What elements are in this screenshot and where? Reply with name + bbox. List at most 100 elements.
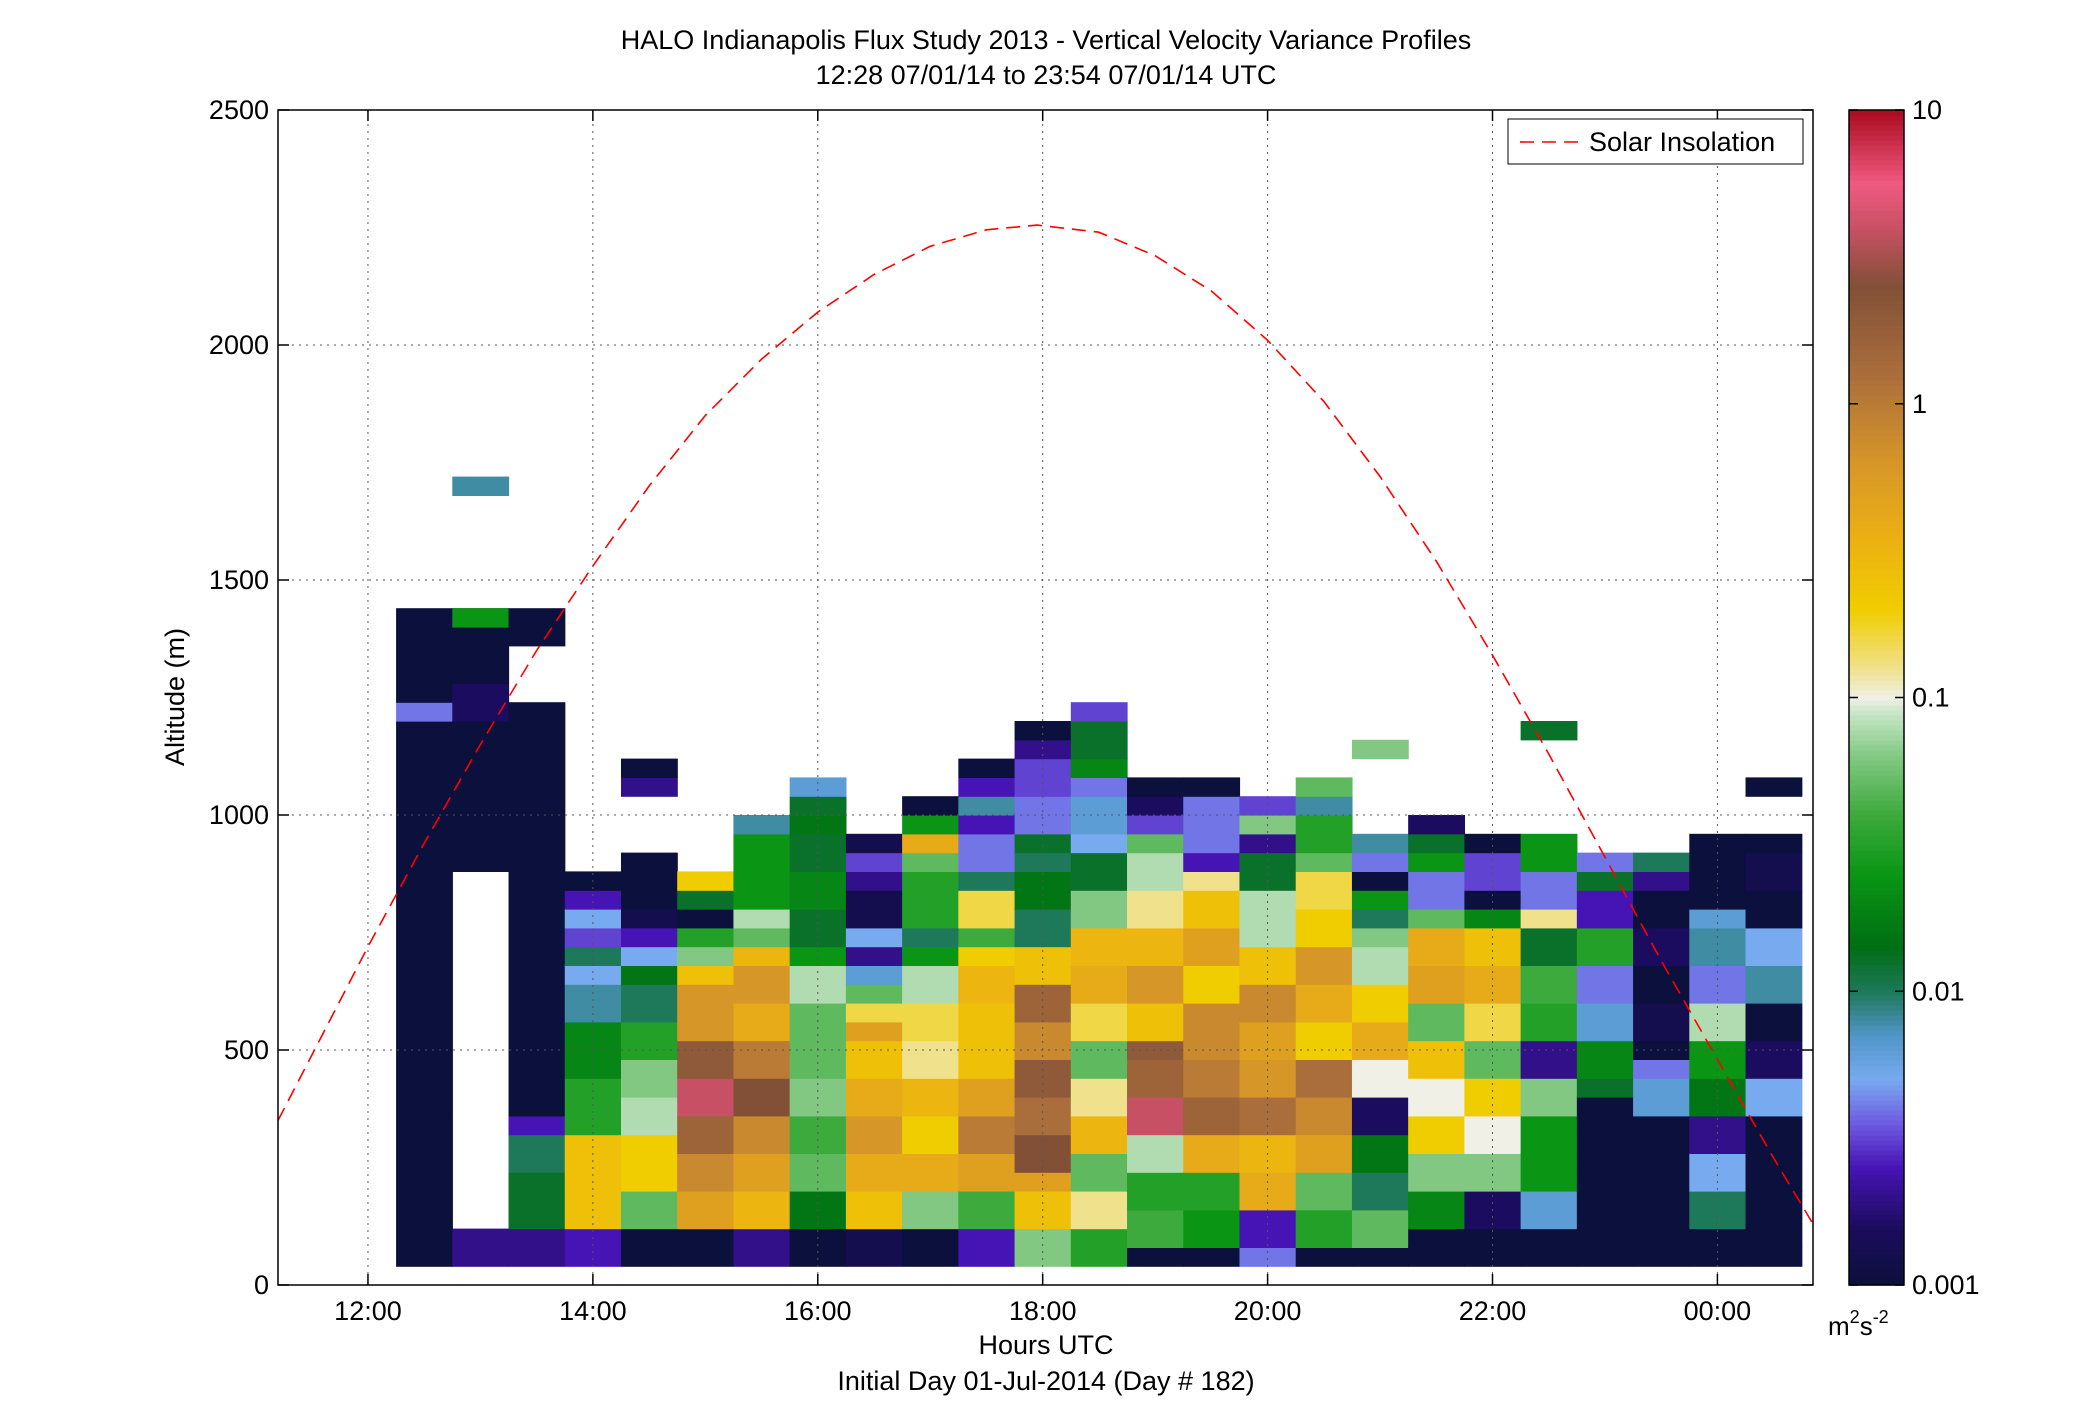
colorbar-band [1849, 1040, 1904, 1046]
plot-frame [277, 109, 1814, 1286]
heatmap-cell [1070, 721, 1128, 760]
heatmap-cell [845, 946, 903, 966]
heatmap-cell [1295, 1059, 1353, 1098]
colorbar-tick-label: 0.1 [1912, 683, 1950, 713]
heatmap-cell [1239, 890, 1297, 910]
colorbar-band [1849, 885, 1904, 891]
heatmap-cell [508, 1172, 566, 1230]
colorbar-band [1849, 1250, 1904, 1256]
y-tick-label: 500 [224, 1035, 269, 1065]
heatmap-cell [1745, 852, 1803, 891]
heatmap-cell [1408, 965, 1465, 1004]
heatmap-cell [733, 1228, 791, 1267]
colorbar-band [1849, 560, 1904, 566]
colorbar-band [1849, 485, 1904, 491]
heatmap-cell [1014, 1097, 1072, 1136]
colorbar-band [1849, 995, 1904, 1001]
heatmap-cell [564, 965, 622, 985]
heatmap-cell [620, 1191, 678, 1230]
heatmap-cell [1295, 1247, 1353, 1267]
heatmap-cell [1351, 871, 1409, 891]
heatmap-cell [733, 909, 791, 929]
heatmap-cell [1520, 1153, 1578, 1192]
colorbar-band [1849, 175, 1904, 181]
heatmap-cell [1408, 852, 1465, 872]
heatmap-cell [733, 927, 791, 948]
colorbar-band [1849, 220, 1904, 226]
heatmap-cell [620, 1059, 678, 1098]
colorbar-band [1849, 550, 1904, 556]
heatmap-cell [677, 946, 735, 966]
heatmap-cell [1070, 702, 1128, 722]
colorbar-band [1849, 960, 1904, 966]
heatmap-cell [1070, 890, 1128, 929]
heatmap-cell [677, 909, 735, 929]
heatmap-cell [1351, 1247, 1409, 1267]
colorbar-band [1849, 805, 1904, 811]
heatmap-cell [1745, 927, 1803, 966]
colorbar-band [1849, 125, 1904, 131]
colorbar-band [1849, 1135, 1904, 1141]
colorbar-band [1849, 735, 1904, 741]
heatmap-cell [1014, 721, 1072, 741]
colorbar-band [1849, 580, 1904, 586]
heatmap-cell [620, 927, 678, 948]
colorbar-band [1849, 845, 1904, 851]
heatmap-cell [1183, 796, 1241, 816]
colorbar-band [1849, 305, 1904, 311]
colorbar-ticks: 0.001 0.01 0.1 1 10 [1849, 95, 1980, 1300]
heatmap-cell [677, 965, 735, 985]
heatmap-cell [1745, 1191, 1803, 1230]
colorbar-band [1849, 275, 1904, 281]
colorbar-band [1849, 1275, 1904, 1281]
colorbar-band [1849, 1035, 1904, 1041]
colorbar-band [1849, 610, 1904, 616]
colorbar-band [1849, 990, 1904, 996]
heatmap-cell [1576, 1040, 1634, 1079]
colorbar-band [1849, 450, 1904, 456]
heatmap-cell [564, 984, 622, 1023]
heatmap-cell [1576, 1003, 1634, 1042]
colorbar-band [1849, 460, 1904, 466]
heatmap-cell [1295, 777, 1353, 797]
colorbar-band [1849, 1265, 1904, 1271]
colorbar-band [1849, 235, 1904, 241]
heatmap-cell [1689, 1153, 1747, 1192]
heatmap-cell [1520, 833, 1578, 854]
colorbar-band [1849, 440, 1904, 446]
colorbar-band [1849, 1205, 1904, 1211]
heatmap-cell [620, 1021, 678, 1060]
heatmap-cell [1633, 871, 1690, 891]
colorbar-band [1849, 1150, 1904, 1156]
heatmap-cell [1408, 1247, 1465, 1267]
heatmap-cell [1520, 871, 1578, 910]
colorbar-band [1849, 115, 1904, 121]
colorbar-band [1849, 1255, 1904, 1261]
colorbar-band [1849, 1225, 1904, 1231]
heatmap-cell [1351, 739, 1409, 760]
colorbar-band [1849, 710, 1904, 716]
heatmap-cell [1070, 1115, 1128, 1154]
colorbar-band [1849, 895, 1904, 901]
colorbar-band [1849, 245, 1904, 251]
heatmap-cell [1633, 1247, 1690, 1267]
colorbar-band [1849, 600, 1904, 606]
x-tick-label: 16:00 [784, 1296, 852, 1326]
colorbar-band [1849, 360, 1904, 366]
heatmap-cell [1408, 927, 1465, 966]
heatmap-cell [1127, 1097, 1184, 1136]
colorbar-band [1849, 675, 1904, 681]
heatmap-cell [1408, 1078, 1465, 1117]
heatmap-cell [1689, 1115, 1747, 1154]
heatmap-cell [789, 1115, 847, 1154]
y-tick-label: 2000 [209, 330, 269, 360]
colorbar-band [1849, 515, 1904, 521]
colorbar-band [1849, 645, 1904, 651]
heatmap-cell [1183, 927, 1241, 966]
colorbar-band [1849, 335, 1904, 341]
heatmap-cell [958, 1078, 1016, 1117]
x-tick-label: 12:00 [334, 1296, 402, 1326]
heatmap-cell [1295, 871, 1353, 910]
legend-box [1507, 118, 1804, 165]
heatmap-cell [902, 1040, 959, 1079]
